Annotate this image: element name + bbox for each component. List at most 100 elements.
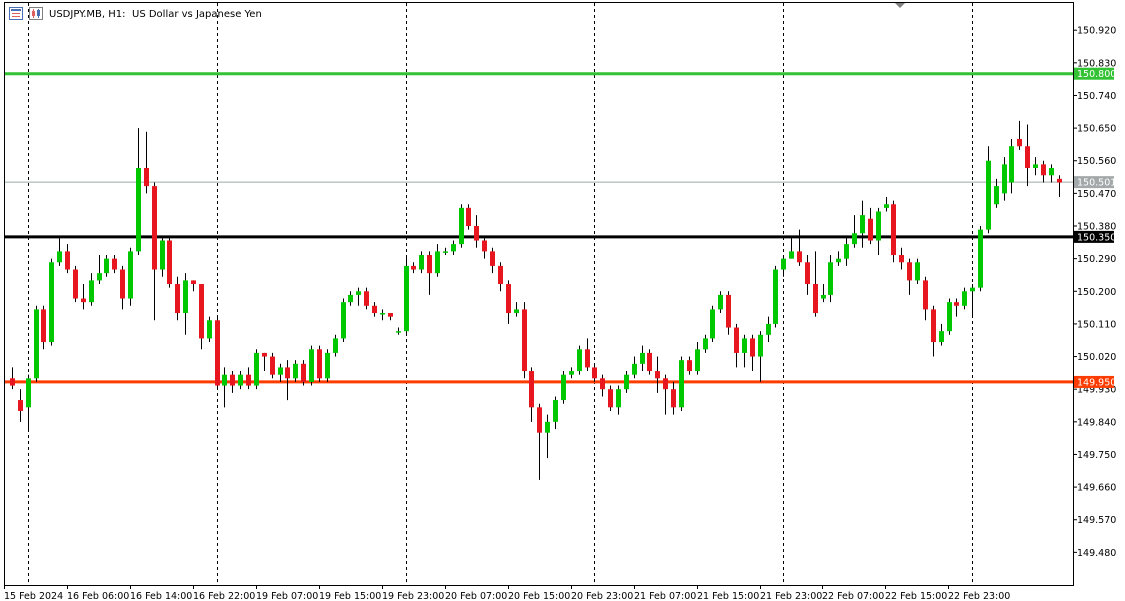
candle-body bbox=[585, 349, 590, 368]
candle-body bbox=[632, 363, 637, 375]
candle bbox=[813, 251, 818, 317]
resistance-badge-label: 150.800 bbox=[1077, 69, 1116, 80]
candles bbox=[10, 120, 1062, 480]
x-tick-label: 21 Feb 07:00 bbox=[634, 591, 696, 601]
candle bbox=[514, 302, 519, 317]
candle-body bbox=[1041, 164, 1046, 176]
candle-body bbox=[624, 374, 629, 390]
candle bbox=[81, 284, 86, 310]
candle bbox=[207, 316, 212, 343]
list-icon[interactable] bbox=[9, 7, 23, 20]
pivot-badge bbox=[1074, 230, 1114, 243]
candle bbox=[183, 273, 188, 335]
time-axis[interactable]: 15 Feb 2024 16 Feb 06:00 16 Feb 14:00 16 Fe… bbox=[4, 585, 1010, 601]
candle-body bbox=[128, 251, 133, 299]
x-tick-label: 22 Feb 07:00 bbox=[822, 591, 884, 601]
x-tick-label: 20 Feb 15:00 bbox=[508, 591, 570, 601]
candle bbox=[73, 265, 78, 303]
candle bbox=[104, 255, 109, 277]
candle bbox=[262, 352, 267, 372]
last-price-badge bbox=[1074, 176, 1114, 189]
candle bbox=[1009, 138, 1014, 194]
candle bbox=[844, 236, 849, 266]
candle bbox=[585, 338, 590, 372]
candle bbox=[569, 367, 574, 379]
candle-body bbox=[49, 262, 54, 343]
candle-body bbox=[514, 309, 519, 314]
candle bbox=[821, 284, 826, 303]
candle-body bbox=[18, 400, 23, 411]
candle-body bbox=[899, 255, 904, 263]
candle-body bbox=[836, 258, 841, 263]
candle-body bbox=[703, 338, 708, 350]
candle-body bbox=[970, 287, 975, 292]
candle-body bbox=[884, 204, 889, 208]
candle bbox=[695, 342, 700, 375]
candle-body bbox=[254, 352, 259, 386]
candle-body bbox=[923, 280, 928, 310]
candle bbox=[372, 302, 377, 317]
y-tick-label: 149.660 bbox=[1077, 483, 1116, 494]
candle bbox=[459, 204, 464, 248]
candle bbox=[718, 291, 723, 314]
candle-body bbox=[1025, 146, 1030, 168]
candle-body bbox=[766, 323, 771, 335]
candle bbox=[647, 349, 652, 375]
candle bbox=[34, 305, 39, 382]
candle bbox=[65, 244, 70, 274]
candle bbox=[1002, 157, 1007, 201]
y-tick-label: 150.470 bbox=[1077, 189, 1116, 200]
candle-body bbox=[876, 211, 881, 241]
candle bbox=[364, 287, 369, 310]
candle bbox=[742, 334, 747, 368]
candle-body bbox=[262, 352, 267, 357]
candle-body bbox=[474, 226, 479, 241]
candle bbox=[545, 414, 550, 459]
candle bbox=[947, 298, 952, 335]
y-tick-label: 150.020 bbox=[1077, 352, 1116, 363]
candle-body bbox=[482, 240, 487, 252]
candle-body bbox=[26, 378, 31, 408]
candle bbox=[640, 345, 645, 372]
candlestick-chart-icon[interactable] bbox=[29, 7, 43, 20]
candle-body bbox=[136, 167, 141, 252]
candle bbox=[970, 284, 975, 317]
candle-body bbox=[348, 294, 353, 303]
candle-body bbox=[522, 309, 527, 372]
candle bbox=[443, 247, 448, 256]
candle-body bbox=[742, 338, 747, 353]
candle bbox=[18, 389, 23, 422]
plot-area[interactable] bbox=[4, 2, 1074, 586]
candle-body bbox=[152, 186, 157, 270]
candle-body bbox=[671, 389, 676, 408]
candle-body bbox=[199, 284, 204, 339]
price-axis[interactable]: 150.920 150.830 150.740 150.650 150.560 150.4… bbox=[1073, 26, 1116, 559]
candle bbox=[679, 356, 684, 411]
candle bbox=[876, 207, 881, 256]
candle bbox=[750, 334, 755, 372]
y-tick-label: 149.840 bbox=[1077, 417, 1116, 428]
candle bbox=[734, 323, 739, 368]
candle bbox=[529, 367, 534, 422]
candle bbox=[773, 265, 778, 328]
x-tick-label: 20 Feb 07:00 bbox=[445, 591, 507, 601]
candle-body bbox=[459, 207, 464, 245]
candle bbox=[994, 178, 999, 208]
candle-body bbox=[215, 320, 220, 386]
chart-description: US Dollar vs Japanese Yen bbox=[132, 9, 262, 20]
candle bbox=[246, 367, 251, 390]
candle-body bbox=[427, 255, 432, 274]
candle bbox=[41, 305, 46, 350]
candle-body bbox=[396, 331, 401, 333]
y-tick-label: 149.480 bbox=[1077, 548, 1116, 559]
candle bbox=[868, 207, 873, 245]
candle-body bbox=[104, 258, 109, 274]
candle-body bbox=[388, 313, 393, 317]
candle-body bbox=[73, 269, 78, 299]
shift-marker-icon[interactable] bbox=[895, 3, 905, 8]
candle-body bbox=[191, 280, 196, 285]
candle-body bbox=[364, 291, 369, 306]
candle-body bbox=[1057, 178, 1062, 183]
candle-body bbox=[600, 378, 605, 390]
